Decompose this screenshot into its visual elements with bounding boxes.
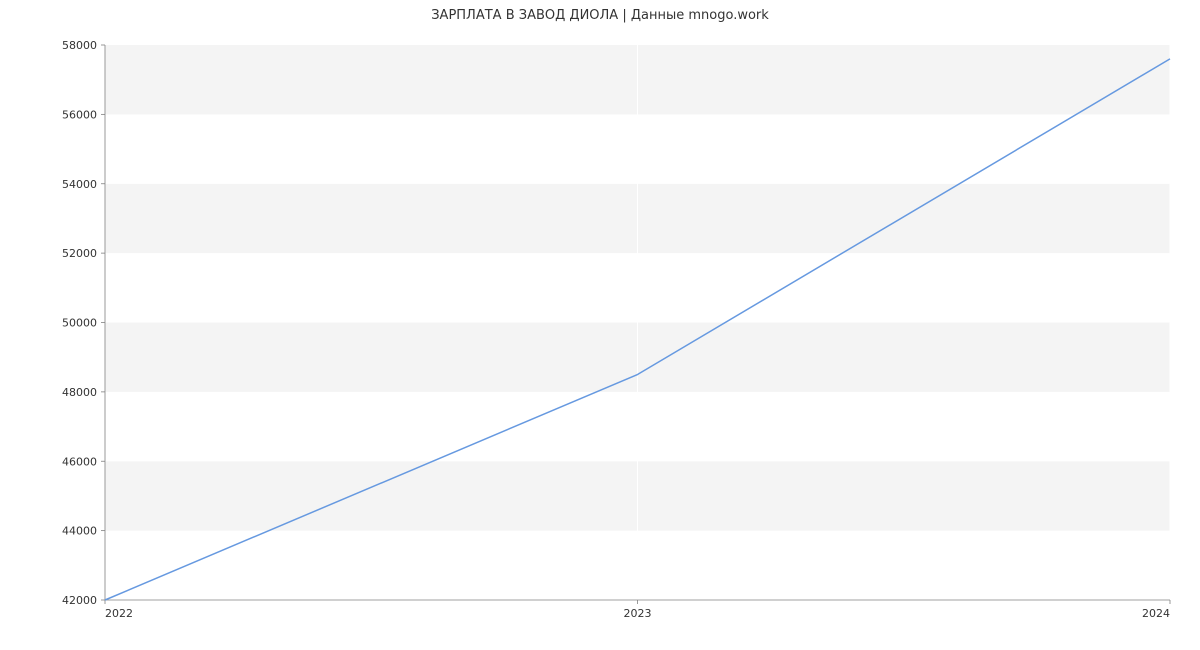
y-tick-label: 56000	[62, 108, 97, 121]
y-tick-label: 52000	[62, 247, 97, 260]
y-tick-label: 54000	[62, 178, 97, 191]
x-tick-label: 2024	[1142, 607, 1170, 620]
line-chart: 42000 44000 46000 48000 50000 52000 54000 56000…	[0, 0, 1200, 650]
y-tick-label: 50000	[62, 317, 97, 330]
chart-container: 42000 44000 46000 48000 50000 52000 54000 56000…	[0, 0, 1200, 650]
y-tick-label: 42000	[62, 594, 97, 607]
x-tick-label: 2022	[105, 607, 133, 620]
y-tick-label: 58000	[62, 39, 97, 52]
y-tick-label: 46000	[62, 455, 97, 468]
y-tick-label: 48000	[62, 386, 97, 399]
y-tick-label: 44000	[62, 525, 97, 538]
x-tick-label: 2023	[624, 607, 652, 620]
